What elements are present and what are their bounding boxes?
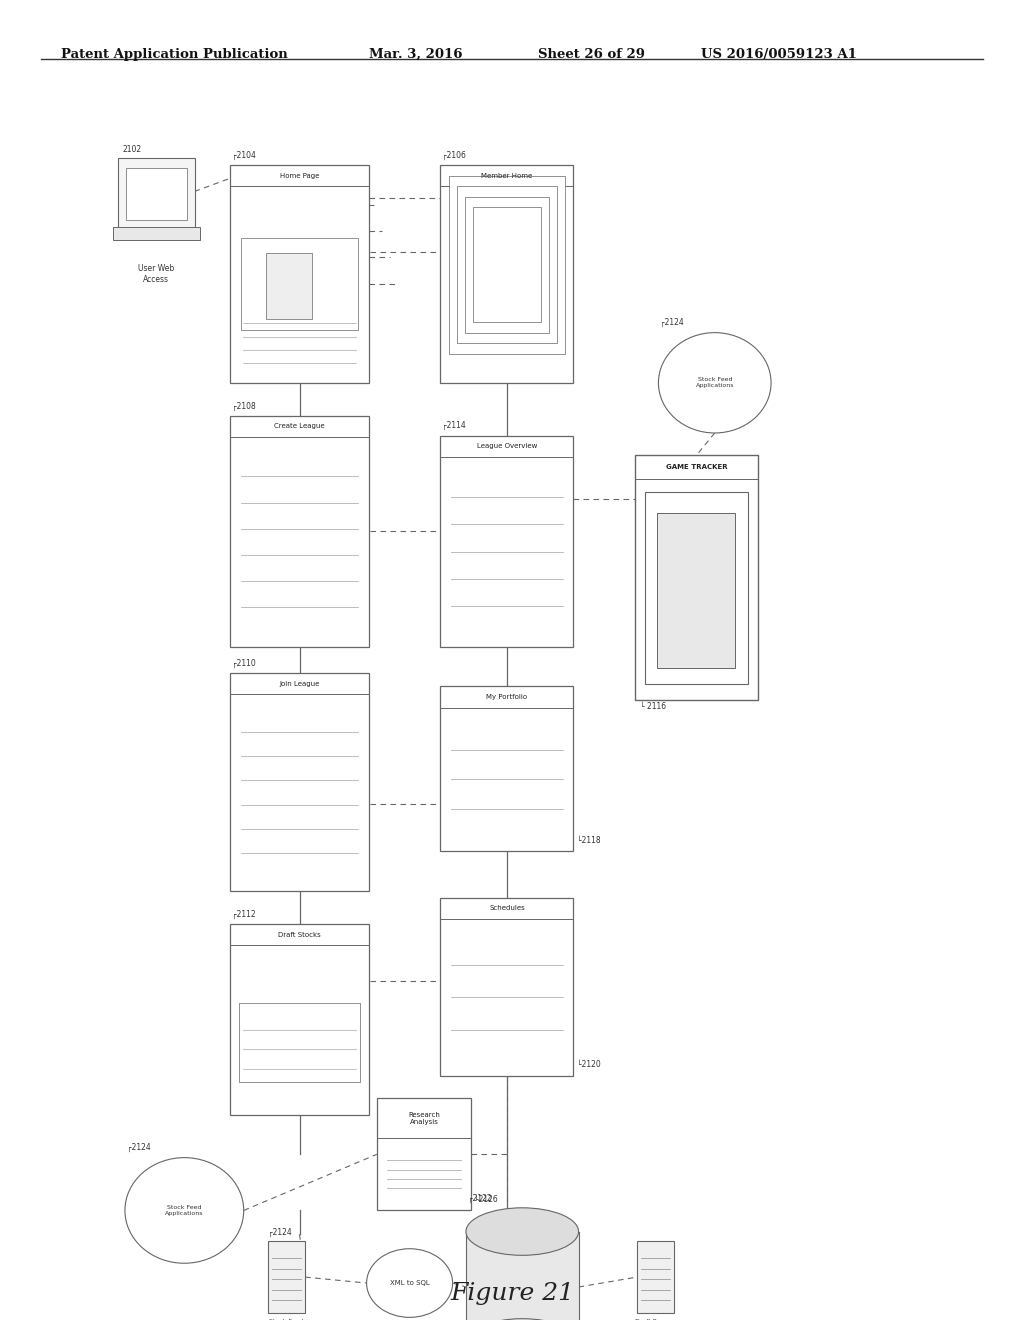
Text: US 2016/0059123 A1: US 2016/0059123 A1	[701, 48, 857, 61]
Bar	[637, 1241, 674, 1313]
Bar	[126, 168, 187, 220]
Bar	[466, 1232, 579, 1320]
Text: └2120: └2120	[577, 1060, 600, 1069]
Ellipse shape	[466, 1208, 579, 1255]
Text: Stock Feed
Applications: Stock Feed Applications	[267, 1319, 306, 1320]
Text: ┌2122: ┌2122	[468, 1193, 492, 1203]
Text: Stock Feed
Applications: Stock Feed Applications	[165, 1205, 204, 1216]
Text: Create League: Create League	[274, 424, 325, 429]
Text: 2102: 2102	[123, 145, 142, 154]
Text: Patent Application Publication: Patent Application Publication	[61, 48, 288, 61]
Text: User Web
Access: User Web Access	[137, 264, 174, 284]
Bar	[657, 513, 735, 668]
Bar	[440, 165, 573, 383]
Text: ┌2124: ┌2124	[660, 318, 684, 327]
Text: ┌2114: ┌2114	[442, 421, 466, 430]
Text: Mar. 3, 2016: Mar. 3, 2016	[369, 48, 462, 61]
Bar	[266, 253, 312, 319]
Bar	[118, 158, 195, 231]
Bar	[449, 176, 565, 354]
Text: ┌2104: ┌2104	[232, 150, 256, 160]
Text: Research
Analysis: Research Analysis	[408, 1111, 440, 1125]
Ellipse shape	[466, 1319, 579, 1320]
Text: Join League: Join League	[280, 681, 319, 686]
Ellipse shape	[125, 1158, 244, 1263]
Bar	[239, 1003, 360, 1082]
Text: ┌2108: ┌2108	[232, 401, 256, 411]
Text: ┌2110: ┌2110	[232, 659, 256, 668]
Text: ┌2106: ┌2106	[442, 150, 466, 160]
Text: Stock Feed
Applications: Stock Feed Applications	[695, 378, 734, 388]
Bar	[230, 673, 369, 891]
Text: Home Page: Home Page	[280, 173, 319, 178]
Ellipse shape	[658, 333, 771, 433]
Text: Member Home: Member Home	[481, 173, 532, 178]
Text: Draft Stocks: Draft Stocks	[279, 932, 321, 937]
Bar	[645, 492, 748, 684]
Bar	[230, 416, 369, 647]
Text: League Overview: League Overview	[477, 444, 537, 449]
Bar	[440, 436, 573, 647]
Text: GAME TRACKER: GAME TRACKER	[666, 465, 727, 470]
Text: └ 2116: └ 2116	[640, 702, 667, 711]
Text: ┌2124: ┌2124	[268, 1228, 292, 1237]
Bar	[440, 898, 573, 1076]
Bar	[465, 197, 549, 333]
Text: ┌2124: ┌2124	[127, 1143, 151, 1152]
Bar	[268, 1241, 305, 1313]
Text: └2126: └2126	[474, 1195, 498, 1204]
Text: └2118: └2118	[577, 836, 600, 845]
Bar	[440, 686, 573, 851]
Text: Schedules: Schedules	[489, 906, 524, 911]
Bar	[473, 207, 541, 322]
Text: Sheet 26 of 29: Sheet 26 of 29	[538, 48, 644, 61]
Text: Figure 21: Figure 21	[450, 1282, 574, 1305]
Bar	[457, 186, 557, 343]
Bar	[635, 455, 758, 700]
Bar	[377, 1098, 471, 1210]
Bar	[230, 924, 369, 1115]
Bar	[241, 238, 358, 330]
Text: My Portfolio: My Portfolio	[486, 694, 527, 700]
Text: ┌2112: ┌2112	[232, 909, 256, 919]
Text: Draft Process: Draft Process	[635, 1319, 676, 1320]
Ellipse shape	[367, 1249, 453, 1317]
Bar	[113, 227, 200, 240]
Text: XML to SQL: XML to SQL	[390, 1280, 429, 1286]
Bar	[230, 165, 369, 383]
